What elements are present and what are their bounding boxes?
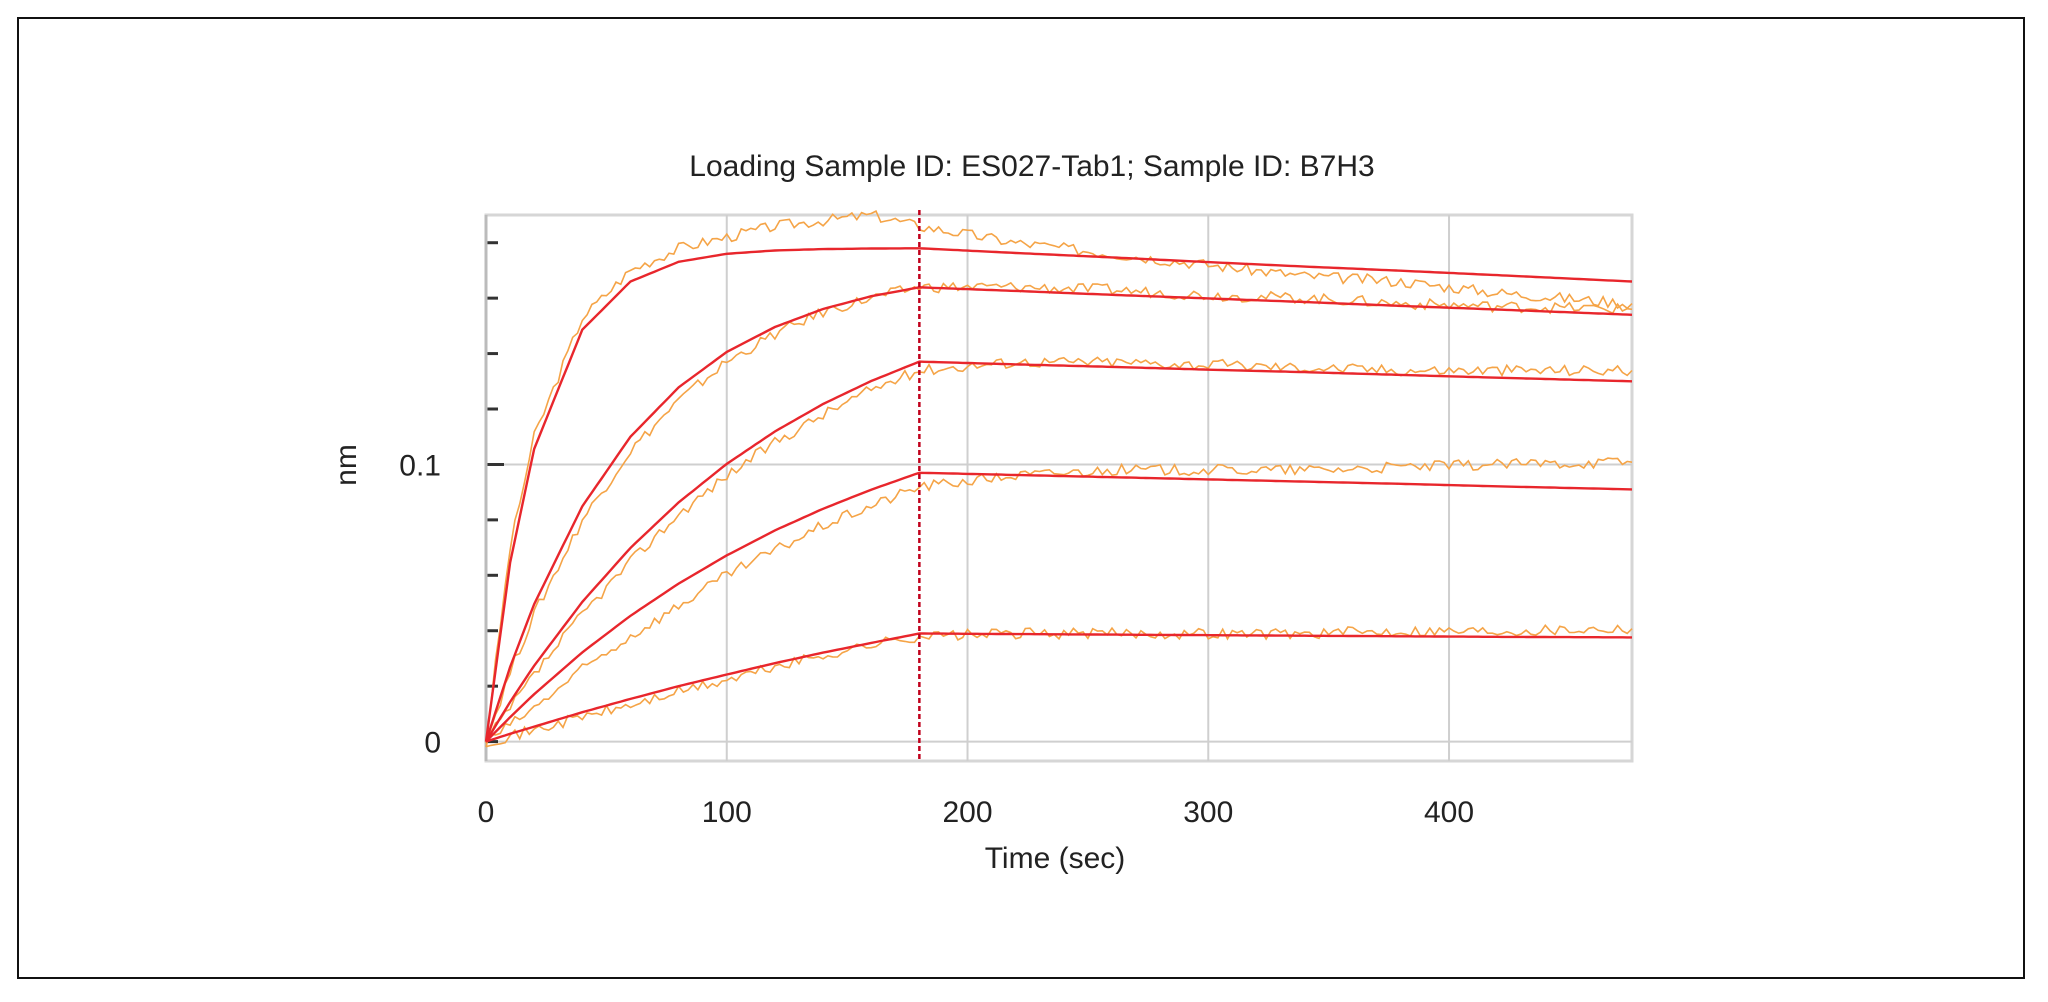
raw-data-series [485, 210, 1633, 748]
y-axis-label: nm [330, 444, 363, 486]
x-tick-label: 0 [478, 796, 495, 829]
x-axis-label: Time (sec) [985, 842, 1126, 875]
raw-data-line [485, 281, 1633, 748]
chart-title: Loading Sample ID: ES027-Tab1; Sample ID… [689, 150, 1374, 183]
x-tick-label: 100 [702, 796, 752, 829]
fit-line [484, 360, 1633, 743]
raw-data-line [485, 624, 1633, 748]
axes [484, 215, 504, 761]
raw-data-line [485, 210, 1633, 744]
fit-line [484, 286, 1633, 742]
grid [484, 213, 1634, 763]
raw-data-line [485, 356, 1633, 740]
raw-data-line [485, 457, 1633, 744]
y-tick-label: 0 [424, 727, 441, 760]
x-tick-label: 400 [1424, 796, 1474, 829]
plot-area-border [484, 213, 1634, 763]
tick-labels: 0 100 200 300 400 0 0.1 [399, 449, 1474, 829]
x-tick-label: 300 [1183, 796, 1233, 829]
fit-line [485, 632, 1632, 743]
x-tick-label: 200 [942, 796, 992, 829]
figure-frame [17, 17, 2025, 979]
y-tick-label: 0.1 [399, 449, 441, 482]
fit-line [485, 471, 1633, 743]
fit-series [484, 247, 1633, 743]
fit-line [484, 247, 1633, 742]
